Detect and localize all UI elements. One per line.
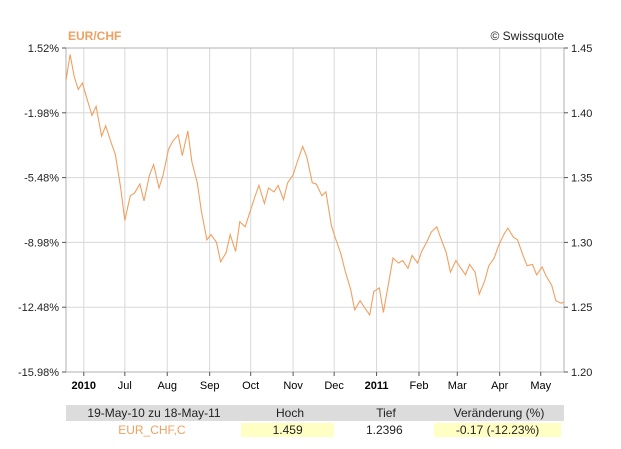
right-tick-label: 1.45 <box>571 43 592 55</box>
low-value: 1.2396 <box>365 423 403 437</box>
right-tick-label: 1.35 <box>571 173 592 185</box>
x-tick-label: Dec <box>324 380 344 392</box>
chart-title: EUR/CHF <box>68 29 121 43</box>
summary-values-row: EUR_CHF,C 1.459 1.2396 -0.17 (-12.23%) <box>66 422 564 438</box>
x-tick-label: Feb <box>409 380 428 392</box>
left-axis: 1.52% -1.98% -5.48% -8.98% -12.48% -15.98% <box>18 43 66 379</box>
right-tick-label: 1.30 <box>571 237 592 249</box>
change-value: -0.17 (-12.23%) <box>434 423 562 437</box>
x-tick-label: Aug <box>157 380 177 392</box>
left-tick-label: -5.48% <box>24 173 59 185</box>
x-tick-label: Oct <box>242 380 259 392</box>
left-tick-label: 1.52% <box>28 43 59 55</box>
right-axis: 1.45 1.40 1.35 1.30 1.25 1.20 <box>564 43 592 379</box>
right-tick-label: 1.20 <box>571 367 592 379</box>
copyright-text: © Swissquote <box>490 29 564 43</box>
left-tick-label: -1.98% <box>24 108 59 120</box>
x-tick-label: May <box>530 380 551 392</box>
x-tick-label: Sep <box>200 380 220 392</box>
x-tick-label: Jul <box>118 380 132 392</box>
x-tick-label: 2011 <box>365 380 389 392</box>
right-tick-label: 1.40 <box>571 108 592 120</box>
x-tick-label: 2010 <box>72 380 96 392</box>
left-tick-label: -12.48% <box>18 302 59 314</box>
high-label: Hoch <box>275 406 304 420</box>
right-tick-label: 1.25 <box>571 302 592 314</box>
x-tick-label: Nov <box>283 380 303 392</box>
plot-frame <box>65 47 565 373</box>
summary-header-row: 19-May-10 zu 18-May-11 Hoch Tief Verände… <box>66 405 564 421</box>
low-label: Tief <box>376 406 396 420</box>
x-axis: 2010 Jul Aug Sep Oct Nov Dec 2011 Feb Mar Apr May <box>72 372 552 392</box>
summary-table: 19-May-10 zu 18-May-11 Hoch Tief Verände… <box>66 405 564 438</box>
left-tick-label: -8.98% <box>24 237 59 249</box>
high-value: 1.459 <box>240 423 335 437</box>
x-tick-label: Mar <box>448 380 467 392</box>
x-tick-label: Apr <box>491 380 508 392</box>
left-tick-label: -15.98% <box>18 367 59 379</box>
change-label: Veränderung (%) <box>453 406 545 420</box>
range-label: 19-May-10 zu 18-May-11 <box>87 406 221 420</box>
chart-svg: 1.52% -1.98% -5.48% -8.98% -12.48% -15.98% 1.… <box>18 29 592 392</box>
instrument-name: EUR_CHF,C <box>118 423 186 437</box>
grid-layer <box>66 47 564 373</box>
eur-chf-series-line <box>65 54 565 317</box>
